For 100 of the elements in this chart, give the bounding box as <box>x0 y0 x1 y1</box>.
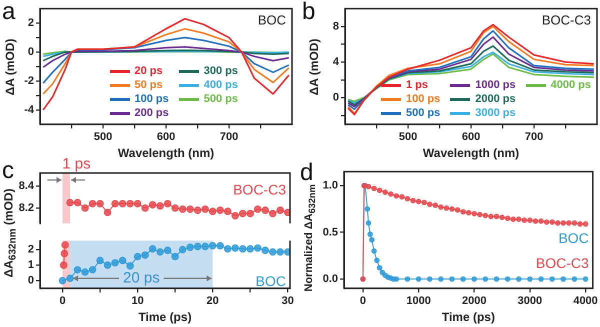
point <box>488 214 494 220</box>
point <box>60 250 68 258</box>
legend-label: 100 ps <box>134 93 169 106</box>
point <box>96 256 104 264</box>
point <box>549 219 555 225</box>
point <box>394 276 400 282</box>
point <box>466 210 472 216</box>
point <box>224 245 232 253</box>
text: BOC <box>558 230 589 246</box>
point <box>186 244 194 251</box>
chart-title: d <box>300 159 314 186</box>
series-label: BOC-C3 <box>233 181 286 198</box>
point <box>582 221 588 227</box>
point <box>96 200 104 208</box>
x-tick-label: 500 <box>94 131 112 144</box>
y-tick-label: 8.4 <box>18 180 35 192</box>
point <box>510 216 516 222</box>
point <box>224 208 232 216</box>
annotation: BOC <box>258 12 286 28</box>
point <box>532 218 538 224</box>
x-tick-label: 4000 <box>573 295 598 308</box>
point <box>239 245 246 253</box>
point <box>494 214 500 220</box>
y-tick-label: 2 <box>28 17 34 30</box>
text: BOC-C3 <box>536 254 589 271</box>
point <box>88 200 96 208</box>
point <box>208 208 216 216</box>
point <box>366 220 372 226</box>
point <box>366 184 372 190</box>
x-tick-label: 1000 <box>406 295 431 308</box>
point <box>477 212 483 218</box>
x-axis-title: Wavelength (nm) <box>118 146 214 160</box>
point <box>371 186 377 192</box>
point <box>81 204 89 212</box>
x-axis-title: Wavelength (nm) <box>422 146 520 160</box>
point <box>504 276 510 282</box>
point <box>404 276 410 282</box>
x-tick-label: 0 <box>360 295 366 308</box>
point <box>61 241 69 249</box>
chart-title: a <box>2 0 16 25</box>
x-axis-title: Time (ps) <box>442 310 495 324</box>
point <box>201 205 209 213</box>
y-tick-label: 1 <box>28 259 34 272</box>
x-tick-label: 700 <box>524 131 544 144</box>
point <box>522 217 528 223</box>
point <box>438 204 444 210</box>
point <box>504 216 510 222</box>
y-tick-label: -2 <box>24 75 34 88</box>
point <box>201 242 209 250</box>
point <box>538 218 544 224</box>
x-tick-label: 600 <box>462 131 480 144</box>
point <box>208 242 216 250</box>
point <box>88 266 96 274</box>
point <box>171 252 179 260</box>
point <box>111 259 119 266</box>
point <box>416 198 422 204</box>
legend-label: 50 ps <box>134 79 163 92</box>
point <box>111 200 119 208</box>
legend-label: 1 ps <box>406 79 428 92</box>
y-axis-title: ΔA (mOD) <box>3 38 17 95</box>
point <box>388 191 394 197</box>
point <box>454 207 460 213</box>
point <box>549 276 555 282</box>
point <box>171 204 179 212</box>
x-tick-label: 0 <box>59 295 66 308</box>
point <box>499 214 505 220</box>
x-axis-title: Time (ps) <box>138 310 192 324</box>
point <box>104 208 112 216</box>
point <box>516 276 522 282</box>
x-tick-label: 20 <box>206 295 219 308</box>
x-tick-label: 500 <box>398 131 418 144</box>
point <box>560 276 566 282</box>
point <box>449 206 455 212</box>
point <box>246 245 254 253</box>
point <box>148 245 156 253</box>
point <box>118 200 126 208</box>
chart-title: c <box>2 157 14 184</box>
legend-label: 500 ps <box>204 93 238 106</box>
point <box>134 252 142 260</box>
point <box>74 266 82 274</box>
point <box>74 198 82 206</box>
point <box>371 248 377 254</box>
point <box>427 276 432 282</box>
legend-label: 100 ps <box>406 93 440 106</box>
point <box>194 242 202 250</box>
point <box>216 206 224 214</box>
point <box>374 258 380 264</box>
point <box>186 205 194 213</box>
band-label: 1 ps <box>62 156 91 173</box>
x-tick-label: 30 <box>282 295 294 308</box>
point <box>156 248 164 256</box>
point <box>427 202 432 208</box>
point <box>399 194 405 200</box>
legend-label: 500 ps <box>406 107 440 120</box>
point <box>262 206 269 214</box>
x-tick-label: 700 <box>220 131 238 144</box>
point <box>472 276 477 282</box>
point <box>577 221 583 227</box>
point <box>60 261 68 269</box>
point <box>178 205 186 213</box>
